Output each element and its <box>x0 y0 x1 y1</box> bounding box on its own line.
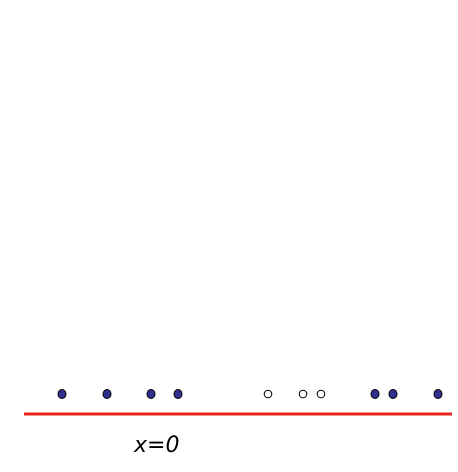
hollow-point <box>263 389 273 399</box>
filled-point <box>388 389 398 399</box>
axis-label: x=0 <box>133 433 179 458</box>
filled-point <box>57 389 67 399</box>
filled-point <box>433 389 443 399</box>
hollow-point <box>316 389 326 399</box>
filled-point <box>173 389 183 399</box>
filled-point <box>102 389 112 399</box>
hollow-point <box>298 389 308 399</box>
filled-point <box>146 389 156 399</box>
points-group <box>57 389 443 399</box>
filled-point <box>370 389 380 399</box>
